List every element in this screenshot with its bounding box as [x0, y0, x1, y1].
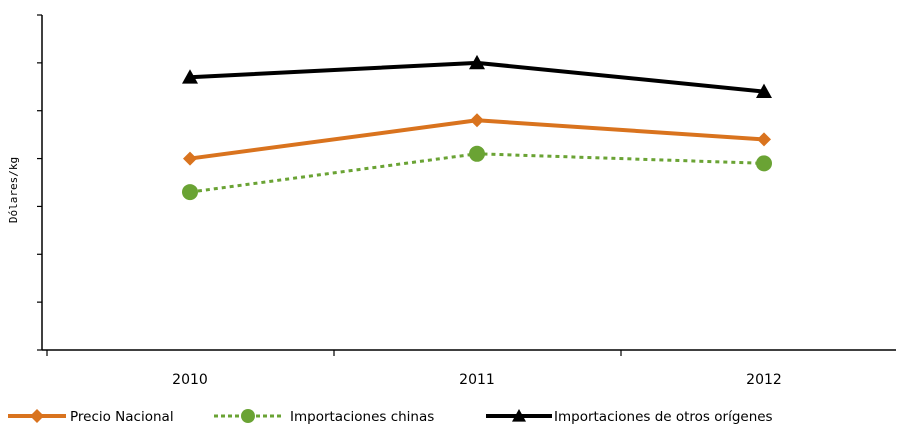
legend-label: Importaciones de otros orígenes — [554, 409, 773, 425]
data-point — [182, 69, 198, 84]
legend-label: Importaciones chinas — [290, 409, 434, 425]
legend-swatch-marker — [512, 409, 526, 422]
data-point — [469, 145, 485, 162]
data-point — [183, 151, 197, 166]
legend: Precio Nacional Importaciones chinas Impor… — [8, 409, 773, 425]
series-layer — [182, 54, 772, 201]
data-point — [470, 113, 484, 128]
y-axis-label: Dólares/kg — [7, 157, 20, 223]
legend-label: Precio Nacional — [70, 409, 174, 425]
x-axis-tick-labels: 2010 2011 2012 — [172, 372, 782, 388]
legend-item: Importaciones de otros orígenes — [486, 409, 773, 425]
series-3 — [182, 54, 772, 98]
y-axis-ticks — [37, 14, 42, 351]
x-tick-label: 2010 — [172, 372, 208, 388]
legend-swatch-marker — [241, 409, 255, 423]
legend-item: Precio Nacional — [8, 409, 174, 425]
legend-item: Importaciones chinas — [214, 409, 434, 425]
data-point — [182, 184, 198, 201]
x-tick-label: 2012 — [746, 372, 782, 388]
chart-axes — [41, 15, 896, 351]
legend-swatch-marker — [30, 409, 44, 423]
x-tick-label: 2011 — [459, 372, 495, 388]
data-point — [469, 54, 485, 70]
series-2 — [182, 145, 772, 201]
data-point — [757, 132, 771, 147]
data-point — [756, 155, 772, 172]
data-point — [756, 83, 772, 98]
series-1 — [183, 113, 771, 166]
x-axis-ticks — [46, 350, 622, 356]
